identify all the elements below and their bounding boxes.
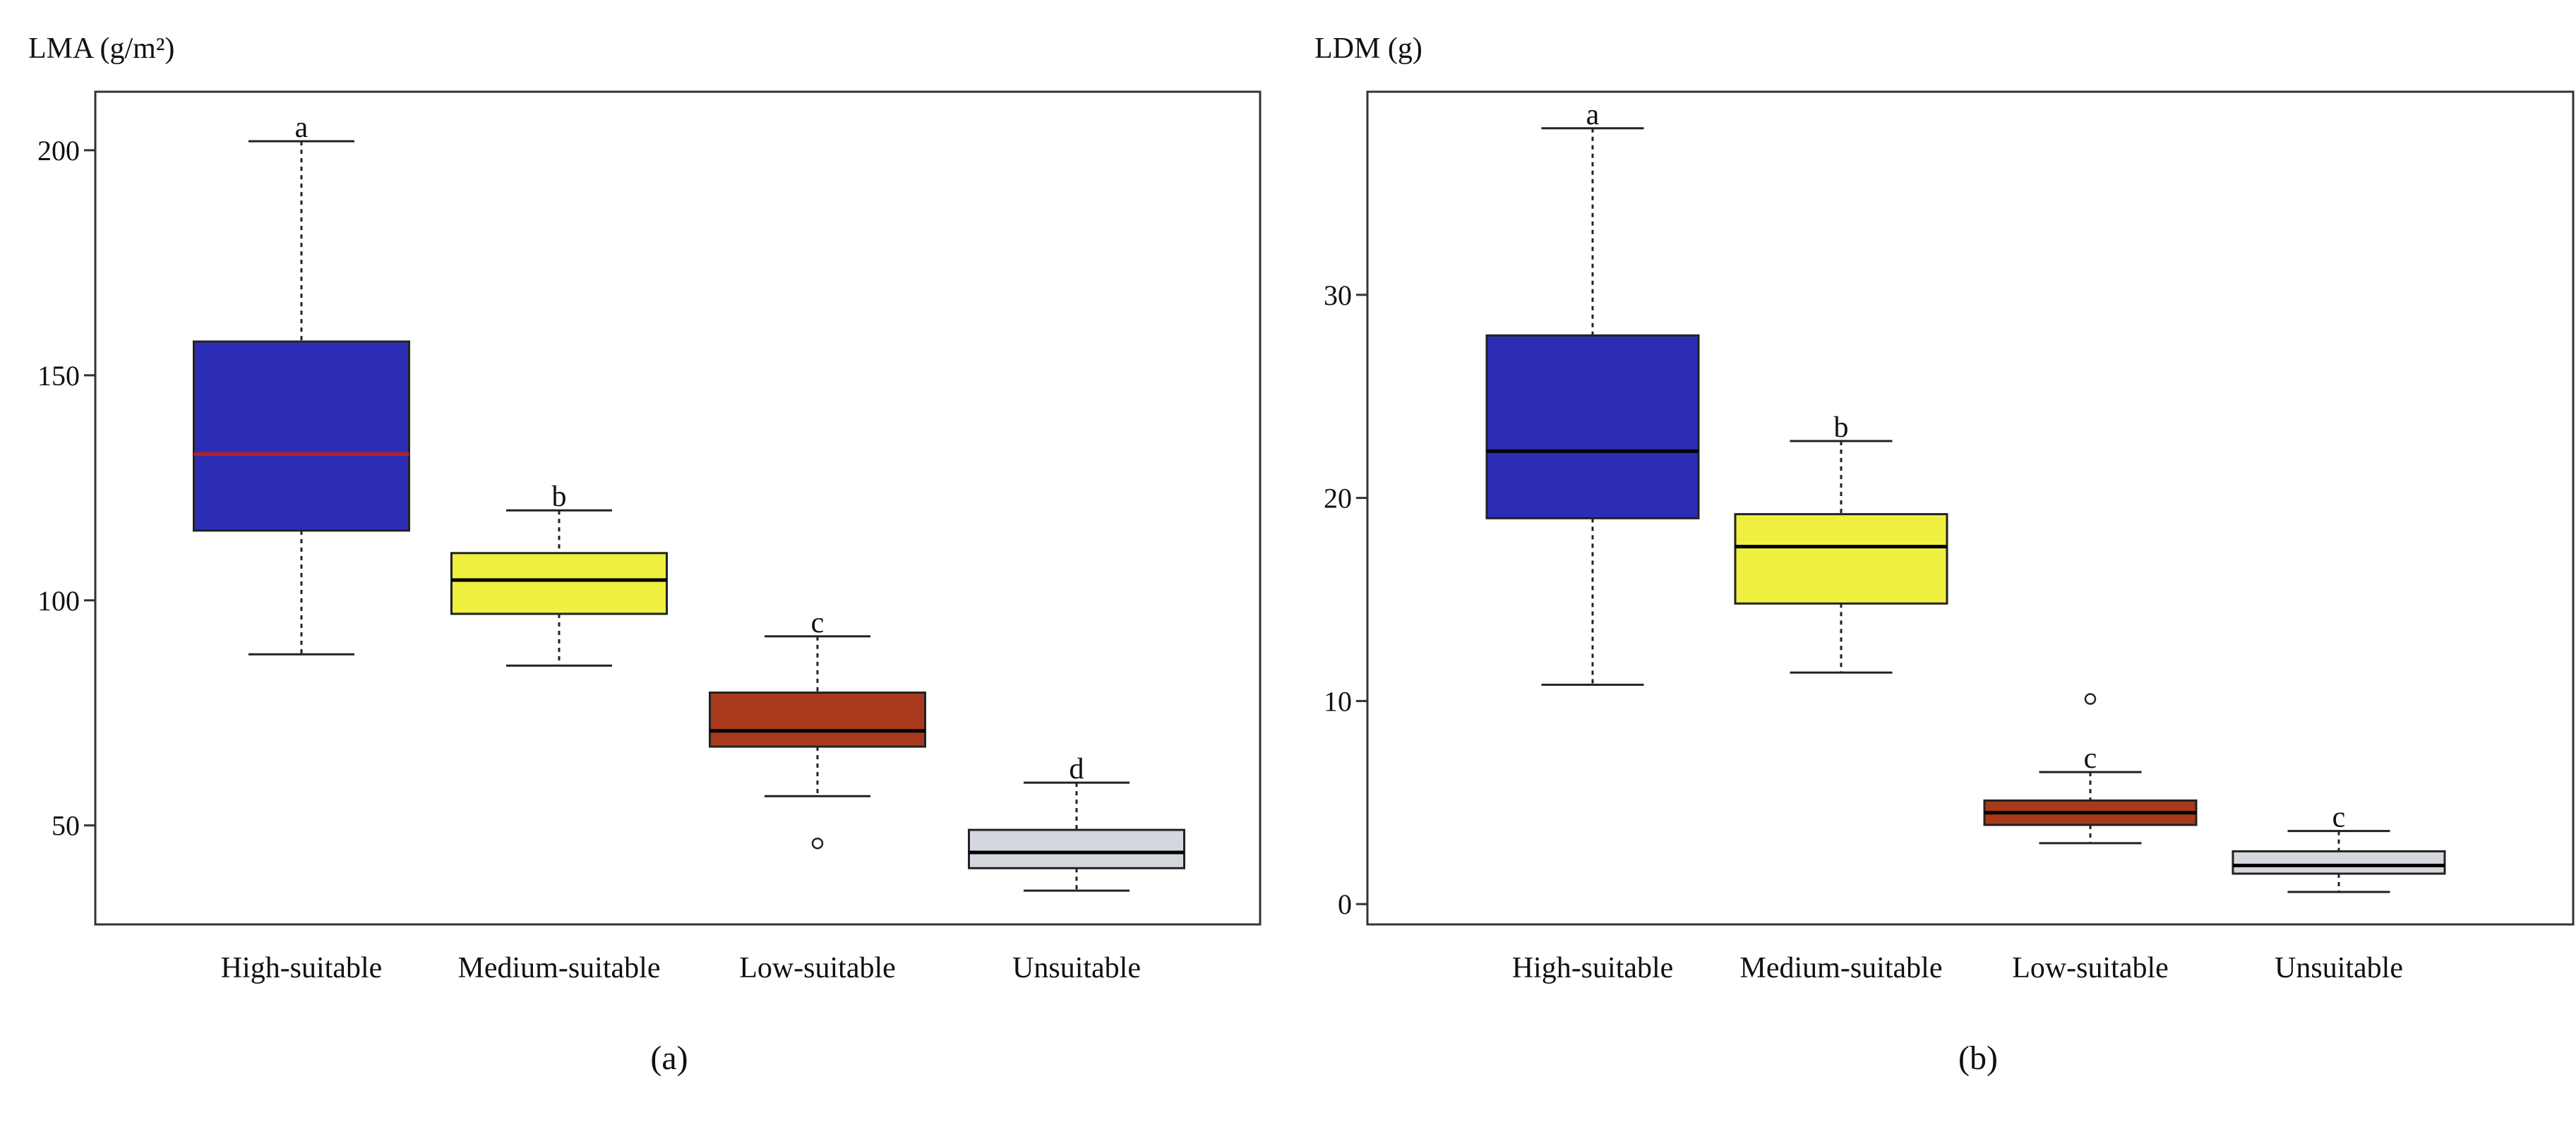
panel-a-box-group: a: [193, 111, 410, 656]
panel-b-category-label: Medium-suitable: [1740, 952, 1943, 984]
panel-a-outlier-point: [811, 837, 824, 850]
panel-b-category-label: Low-suitable: [2012, 952, 2169, 984]
panel-a-boxes: a b c d: [193, 111, 1185, 892]
panel-b-box: [1734, 513, 1948, 605]
panel-a: LMA (g/m²) 50 100 150 200 a b c d High-suitabl…: [28, 32, 1262, 1077]
panel-a-category-label: High-suitable: [221, 952, 383, 984]
panel-b-box-group: c: [1983, 693, 2198, 845]
panel-a-ytick-label: 100: [37, 585, 80, 617]
panel-b-box: [1485, 334, 1700, 519]
panel-a-ytick-label: 50: [52, 810, 80, 842]
panel-a-box: [450, 552, 668, 615]
panel-b-significance-letter: b: [1834, 411, 1849, 444]
panel-a-box-group: b: [450, 481, 668, 667]
panel-a-category-labels: High-suitable Medium-suitable Low-suitable…: [221, 952, 1141, 984]
panel-a-significance-letter: d: [1070, 753, 1084, 785]
panel-a-ytick-label: 150: [37, 360, 80, 392]
panel-a-box: [709, 692, 926, 748]
panel-a-significance-letter: b: [552, 481, 567, 513]
panel-b-box: [2231, 850, 2446, 875]
panel-b-plot-frame: [1366, 90, 2575, 926]
panel-b-ytick-label: 20: [1324, 483, 1352, 514]
panel-b-box-group: c: [2231, 802, 2446, 893]
panel-a-category-label: Low-suitable: [739, 952, 896, 984]
panel-a-significance-letter: c: [811, 607, 825, 639]
panel-a-y-axis: 50 100 150 200: [37, 135, 95, 842]
panel-b-significance-letter: c: [2332, 802, 2346, 834]
panel-b-outlier-point: [2084, 693, 2097, 705]
panel-b-significance-letter: a: [1586, 99, 1600, 131]
panel-b: LDM (g) 0 10 20 30 a b c c High-suitable Medium…: [1314, 32, 2575, 1077]
panel-b-y-axis: 0 10 20 30: [1324, 279, 1367, 920]
panel-b-box-group: a: [1485, 99, 1700, 686]
panel-b-ytick-label: 30: [1324, 279, 1352, 311]
panel-b-ylabel: LDM (g): [1314, 32, 1422, 65]
panel-b-significance-letter: c: [2084, 742, 2097, 775]
panel-a-label: (a): [650, 1039, 688, 1077]
panel-a-ytick-label: 200: [37, 135, 80, 167]
panel-a-category-label: Unsuitable: [1012, 952, 1141, 984]
panel-a-box-group: d: [968, 753, 1185, 892]
panel-b-label: (b): [1958, 1039, 1998, 1077]
panel-b-ytick-label: 10: [1324, 685, 1352, 717]
panel-a-category-label: Medium-suitable: [458, 952, 661, 984]
panel-b-boxes: a b c c: [1485, 99, 2446, 893]
panel-a-ylabel: LMA (g/m²): [28, 32, 174, 65]
panel-b-ytick-label: 0: [1338, 888, 1352, 920]
panel-b-box-group: b: [1734, 411, 1948, 674]
panel-b-category-label: Unsuitable: [2275, 952, 2403, 984]
panel-a-box: [968, 828, 1185, 869]
panel-a-plot-frame: [94, 90, 1262, 926]
panel-a-box: [193, 340, 410, 532]
panel-a-box-group: c: [709, 607, 926, 850]
panel-a-significance-letter: a: [295, 111, 308, 144]
panel-b-category-label: High-suitable: [1512, 952, 1674, 984]
panel-b-category-labels: High-suitable Medium-suitable Low-suitable…: [1512, 952, 2403, 984]
